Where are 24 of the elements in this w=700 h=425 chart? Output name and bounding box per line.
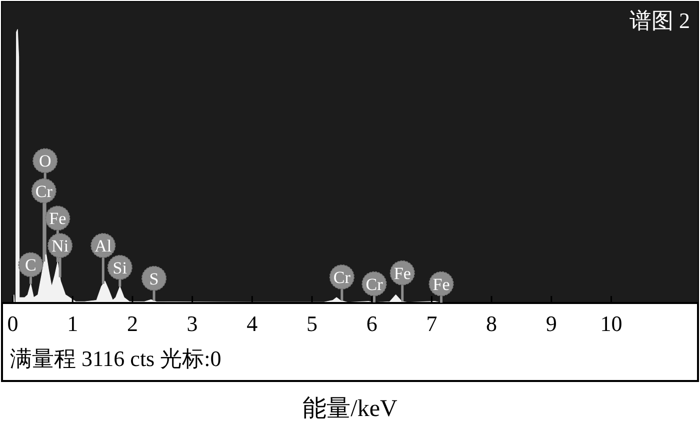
annotation: Cr [35, 182, 53, 201]
x-tick-label: 5 [306, 311, 318, 336]
x-tick-label: 6 [366, 311, 378, 336]
x-tick-label: 0 [7, 311, 18, 336]
x-axis-title: 能量/keV [302, 396, 398, 422]
annotation: Fe [394, 264, 411, 283]
annotation: Cr [333, 268, 351, 288]
annotation: O [38, 152, 52, 171]
annotation: C [25, 256, 36, 275]
annotation: Fe [49, 209, 66, 228]
chart-title: 谱图 2 [630, 8, 690, 33]
x-tick-label: 1 [67, 311, 78, 336]
x-tick-label: 3 [186, 311, 198, 336]
x-tick-label: 4 [246, 311, 258, 336]
x-tick-label: 10 [600, 311, 622, 336]
x-tick-label: 7 [426, 311, 438, 336]
x-tick-label: 2 [126, 311, 138, 336]
x-tick-label: 9 [546, 311, 557, 336]
annotation: Cr [366, 274, 384, 294]
x-tick-label: 8 [486, 311, 498, 336]
text: 满量程 3116 cts 光标:0 [10, 346, 222, 371]
annotation: Al [94, 236, 112, 256]
annotation: Fe [432, 274, 450, 294]
annotation: S [149, 269, 159, 288]
